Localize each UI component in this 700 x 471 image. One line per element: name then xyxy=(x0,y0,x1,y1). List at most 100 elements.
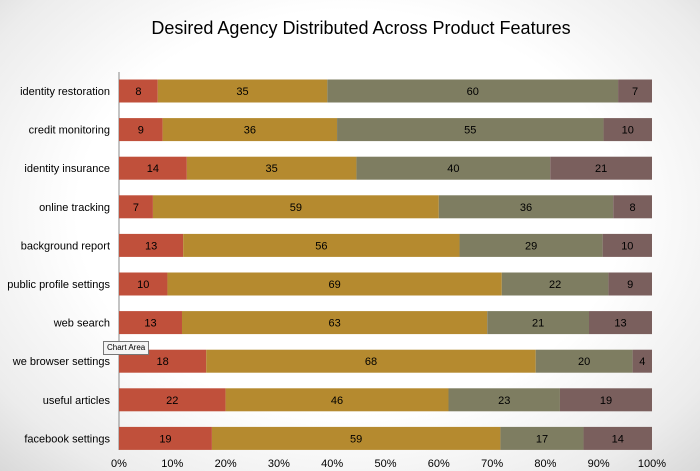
bar-facebook-settings-segment-1[interactable] xyxy=(119,426,212,450)
bar-public-profile-settings-segment-1[interactable] xyxy=(119,272,168,296)
data-label-background-report-segment-1: 13 xyxy=(145,240,157,252)
data-label-public-profile-settings-segment-4: 9 xyxy=(627,279,633,291)
data-label-credit-monitoring-segment-4: 10 xyxy=(622,125,634,137)
data-label-credit-monitoring-segment-1: 9 xyxy=(138,125,144,137)
x-tick-label-10: 100% xyxy=(638,458,666,470)
bar-we-browser-settings-segment-1[interactable] xyxy=(119,349,207,373)
bar-identity-restoration-segment-1[interactable] xyxy=(119,79,158,103)
bar-useful-articles-segment-2[interactable] xyxy=(225,388,449,412)
bar-facebook-settings-segment-4[interactable] xyxy=(583,426,652,450)
data-label-credit-monitoring-segment-2: 36 xyxy=(244,125,256,137)
bar-useful-articles-segment-3[interactable] xyxy=(448,388,560,412)
bars-layer: 8 35 60 7 9 36 55 10 14 35 40 21 7 59 36 8 13 56 29 10 10 69 2… xyxy=(119,79,652,450)
bar-identity-restoration-segment-4[interactable] xyxy=(618,79,652,103)
category-label-useful-articles: useful articles xyxy=(43,395,111,407)
bar-identity-restoration-segment-2[interactable] xyxy=(157,79,328,103)
data-label-facebook-settings-segment-2: 59 xyxy=(350,433,362,445)
bar-facebook-settings-segment-3[interactable] xyxy=(500,426,584,450)
data-label-facebook-settings-segment-4: 14 xyxy=(612,433,624,445)
data-label-identity-restoration-segment-4: 7 xyxy=(632,86,638,98)
category-label-web-search: web search xyxy=(53,318,110,330)
data-label-we-browser-settings-segment-1: 18 xyxy=(156,356,168,368)
category-label-identity-insurance: identity insurance xyxy=(24,163,110,175)
bar-web-search-segment-1[interactable] xyxy=(119,311,182,335)
data-label-public-profile-settings-segment-2: 69 xyxy=(328,279,340,291)
bar-web-search-segment-3[interactable] xyxy=(487,311,589,335)
x-tick-label-2: 20% xyxy=(215,458,237,470)
bar-we-browser-settings-segment-2[interactable] xyxy=(206,349,536,373)
chart-title: Desired Agency Distributed Across Produc… xyxy=(151,18,570,38)
data-label-web-search-segment-2: 63 xyxy=(328,318,340,330)
data-label-useful-articles-segment-3: 23 xyxy=(498,395,510,407)
bar-web-search-segment-4[interactable] xyxy=(589,311,652,335)
data-label-online-tracking-segment-3: 36 xyxy=(520,202,532,214)
category-label-background-report: background report xyxy=(21,240,110,252)
category-labels: identity restoration credit monitoring ide… xyxy=(7,86,110,445)
bar-online-tracking-segment-2[interactable] xyxy=(152,195,439,219)
data-label-useful-articles-segment-1: 22 xyxy=(166,395,178,407)
data-label-online-tracking-segment-1: 7 xyxy=(133,202,139,214)
data-label-web-search-segment-3: 21 xyxy=(532,318,544,330)
bar-useful-articles-segment-4[interactable] xyxy=(559,388,652,412)
x-tick-label-4: 40% xyxy=(321,458,343,470)
category-label-online-tracking: online tracking xyxy=(39,202,110,214)
bar-online-tracking-segment-4[interactable] xyxy=(613,195,652,219)
x-tick-label-5: 50% xyxy=(374,458,396,470)
data-label-web-search-segment-4: 13 xyxy=(614,318,626,330)
bar-public-profile-settings-segment-4[interactable] xyxy=(608,272,652,296)
data-label-facebook-settings-segment-3: 17 xyxy=(536,433,548,445)
data-label-public-profile-settings-segment-3: 22 xyxy=(549,279,561,291)
bar-identity-insurance-segment-4[interactable] xyxy=(550,156,652,180)
bar-online-tracking-segment-1[interactable] xyxy=(119,195,153,219)
bar-public-profile-settings-segment-3[interactable] xyxy=(501,272,609,296)
bar-background-report-segment-4[interactable] xyxy=(602,233,652,257)
bar-identity-restoration-segment-3[interactable] xyxy=(327,79,619,103)
bar-we-browser-settings-segment-4[interactable] xyxy=(632,349,652,373)
bar-background-report-segment-1[interactable] xyxy=(119,233,184,257)
bar-facebook-settings-segment-2[interactable] xyxy=(211,426,501,450)
data-label-facebook-settings-segment-1: 19 xyxy=(159,433,171,445)
data-label-useful-articles-segment-2: 46 xyxy=(331,395,343,407)
x-axis-ticks: 0% 10% 20% 30% 40% 50% 60% 70% 80% 90% 100% xyxy=(111,458,666,470)
bar-identity-insurance-segment-2[interactable] xyxy=(186,156,357,180)
x-tick-label-1: 10% xyxy=(161,458,183,470)
bar-credit-monitoring-segment-3[interactable] xyxy=(337,118,604,142)
bar-credit-monitoring-segment-4[interactable] xyxy=(603,118,652,142)
bar-background-report-segment-2[interactable] xyxy=(183,233,460,257)
bar-identity-insurance-segment-3[interactable] xyxy=(356,156,551,180)
data-label-online-tracking-segment-2: 59 xyxy=(290,202,302,214)
category-label-public-profile-settings: public profile settings xyxy=(7,279,110,291)
bar-identity-insurance-segment-1[interactable] xyxy=(119,156,187,180)
data-label-background-report-segment-2: 56 xyxy=(315,240,327,252)
x-tick-label-3: 30% xyxy=(268,458,290,470)
data-label-web-search-segment-1: 13 xyxy=(144,318,156,330)
x-tick-label-8: 80% xyxy=(534,458,556,470)
data-label-identity-insurance-segment-1: 14 xyxy=(147,163,159,175)
x-tick-label-7: 70% xyxy=(481,458,503,470)
bar-we-browser-settings-segment-3[interactable] xyxy=(535,349,633,373)
bar-background-report-segment-3[interactable] xyxy=(459,233,603,257)
category-label-identity-restoration: identity restoration xyxy=(20,86,110,98)
data-label-identity-restoration-segment-3: 60 xyxy=(467,86,479,98)
data-label-identity-insurance-segment-3: 40 xyxy=(447,163,459,175)
data-label-useful-articles-segment-4: 19 xyxy=(600,395,612,407)
bar-web-search-segment-2[interactable] xyxy=(181,311,488,335)
bar-credit-monitoring-segment-1[interactable] xyxy=(119,118,163,142)
bar-online-tracking-segment-3[interactable] xyxy=(438,195,614,219)
x-tick-label-0: 0% xyxy=(111,458,127,470)
data-label-online-tracking-segment-4: 8 xyxy=(630,202,636,214)
data-label-identity-insurance-segment-4: 21 xyxy=(595,163,607,175)
bar-credit-monitoring-segment-2[interactable] xyxy=(162,118,338,142)
chart-area-tooltip: Chart Area xyxy=(103,341,150,355)
category-label-we-browser-settings: we browser settings xyxy=(12,356,111,368)
bar-public-profile-settings-segment-2[interactable] xyxy=(167,272,502,296)
data-label-identity-restoration-segment-1: 8 xyxy=(135,86,141,98)
data-label-public-profile-settings-segment-1: 10 xyxy=(137,279,149,291)
data-label-identity-restoration-segment-2: 35 xyxy=(236,86,248,98)
data-label-background-report-segment-4: 10 xyxy=(621,240,633,252)
bar-useful-articles-segment-1[interactable] xyxy=(119,388,226,412)
category-label-facebook-settings: facebook settings xyxy=(24,433,110,445)
data-label-we-browser-settings-segment-3: 20 xyxy=(578,356,590,368)
data-label-we-browser-settings-segment-4: 4 xyxy=(639,356,645,368)
